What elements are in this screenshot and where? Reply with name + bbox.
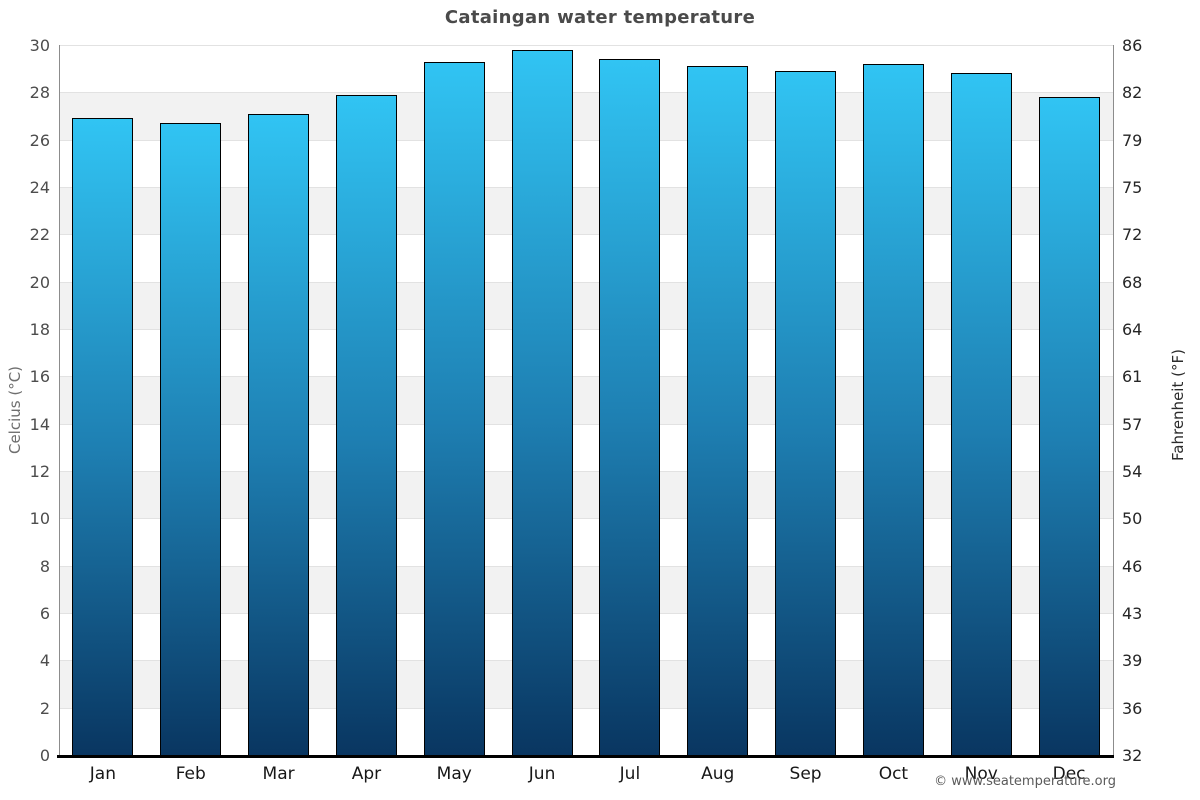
- y-axis-line-right: [1113, 45, 1114, 755]
- bar-jul: [599, 59, 661, 755]
- fahrenheit-tick-68: 68: [1122, 272, 1143, 292]
- gridline: [59, 613, 1113, 614]
- bar-jun: [511, 49, 573, 755]
- celsius-tick-4: 4: [39, 651, 50, 671]
- fahrenheit-tick-79: 79: [1122, 130, 1143, 150]
- grid-band: [59, 565, 1113, 613]
- gridline: [59, 92, 1113, 94]
- celsius-tick-28: 28: [29, 83, 50, 103]
- month-label-jul: Jul: [619, 764, 641, 784]
- y-axis-left-title: Celcius (°C): [6, 365, 24, 455]
- celsius-tick-22: 22: [29, 225, 50, 245]
- celsius-tick-24: 24: [29, 178, 50, 197]
- y-axis-right-title: Fahrenheit (°F): [1169, 349, 1187, 461]
- grid-band: [59, 281, 1113, 329]
- celsius-tick-8: 8: [39, 556, 50, 576]
- fahrenheit-tick-43: 43: [1122, 604, 1143, 623]
- bar-apr: [335, 94, 397, 755]
- celsius-tick-0: 0: [39, 746, 50, 765]
- bar-jan: [72, 118, 134, 755]
- celsius-tick-10: 10: [29, 509, 50, 529]
- celsius-tick-30: 30: [29, 36, 50, 55]
- x-axis-baseline: [57, 755, 1114, 758]
- celsius-tick-2: 2: [39, 698, 50, 718]
- celsius-tick-12: 12: [29, 462, 50, 481]
- gridline: [59, 707, 1113, 709]
- gridline: [59, 423, 1113, 425]
- bar-oct: [862, 63, 924, 755]
- celsius-tick-16: 16: [29, 367, 50, 387]
- gridline: [59, 518, 1113, 520]
- gridline: [59, 234, 1113, 236]
- month-label-jan: Jan: [89, 764, 117, 784]
- gridline: [59, 565, 1113, 567]
- gridline: [59, 376, 1113, 378]
- bar-nov: [950, 73, 1012, 755]
- celsius-tick-18: 18: [29, 320, 50, 339]
- grid-band: [59, 187, 1113, 235]
- fahrenheit-tick-54: 54: [1122, 462, 1143, 481]
- fahrenheit-tick-32: 32: [1122, 746, 1143, 765]
- fahrenheit-tick-57: 57: [1122, 414, 1143, 434]
- fahrenheit-tick-82: 82: [1122, 83, 1143, 103]
- month-label-may: May: [436, 764, 472, 784]
- bar-mar: [248, 113, 310, 755]
- bar-dec: [1038, 97, 1100, 755]
- month-label-nov: Nov: [964, 764, 998, 784]
- month-label-feb: Feb: [175, 764, 206, 784]
- fahrenheit-tick-72: 72: [1122, 225, 1143, 245]
- month-label-aug: Aug: [701, 764, 735, 784]
- gridline: [59, 660, 1113, 662]
- month-label-oct: Oct: [878, 764, 909, 784]
- y-axis-line-left: [59, 45, 60, 755]
- fahrenheit-tick-50: 50: [1122, 509, 1143, 529]
- celsius-tick-26: 26: [29, 130, 50, 150]
- gridline: [59, 187, 1113, 188]
- fahrenheit-tick-86: 86: [1122, 36, 1143, 55]
- gridline: [59, 139, 1113, 141]
- bar-feb: [160, 123, 222, 755]
- fahrenheit-tick-39: 39: [1122, 651, 1143, 671]
- celsius-tick-20: 20: [29, 272, 50, 292]
- fahrenheit-tick-61: 61: [1122, 367, 1143, 387]
- gridline: [59, 45, 1113, 46]
- celsius-tick-14: 14: [29, 414, 50, 434]
- fahrenheit-tick-64: 64: [1122, 320, 1143, 339]
- fahrenheit-tick-75: 75: [1122, 178, 1143, 197]
- month-label-apr: Apr: [351, 764, 382, 784]
- grid-band: [59, 92, 1113, 140]
- grid-band: [59, 376, 1113, 424]
- month-label-sep: Sep: [789, 764, 822, 784]
- gridline: [59, 329, 1113, 330]
- fahrenheit-tick-46: 46: [1122, 556, 1143, 576]
- grid-band: [59, 660, 1113, 708]
- credit-link[interactable]: © www.seatemperature.org: [934, 774, 1116, 789]
- bar-sep: [775, 71, 837, 755]
- gridline: [59, 281, 1113, 283]
- bar-aug: [687, 66, 749, 755]
- celsius-tick-6: 6: [39, 604, 50, 623]
- month-label-mar: Mar: [262, 764, 295, 784]
- month-label-dec: Dec: [1052, 764, 1086, 784]
- month-label-jun: Jun: [528, 764, 556, 784]
- grid-band: [59, 471, 1113, 519]
- chart-title: Cataingan water temperature: [444, 7, 756, 28]
- bar-may: [423, 61, 485, 755]
- gridline: [59, 471, 1113, 472]
- plot-area: [59, 45, 1113, 755]
- fahrenheit-tick-36: 36: [1122, 698, 1143, 718]
